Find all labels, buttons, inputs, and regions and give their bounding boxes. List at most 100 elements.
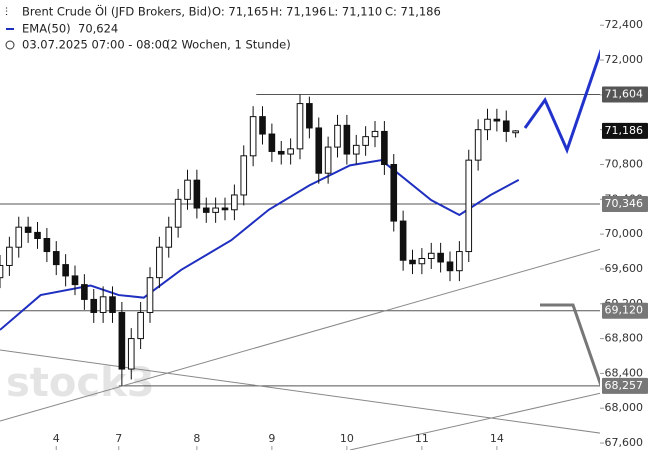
candle-body (212, 207, 219, 213)
level-box (602, 377, 648, 394)
candle-body (287, 148, 294, 155)
candle-body (334, 124, 341, 148)
candle-body (512, 130, 519, 134)
candle-body (146, 277, 154, 313)
candle-body (71, 275, 79, 286)
candle-body (437, 252, 444, 263)
x-tick-label: 11 (415, 432, 429, 445)
candle-body (493, 118, 501, 122)
x-tick-label: 10 (340, 432, 354, 445)
candle-body (427, 252, 435, 260)
candle-body (249, 116, 257, 157)
x-tick-label: 8 (193, 432, 200, 445)
candle-body (324, 146, 332, 174)
candle-body (6, 246, 13, 266)
candle-body (371, 130, 379, 138)
quote: O: 71,165 (212, 5, 269, 19)
candle-body (502, 120, 510, 132)
y-tick-label: 69,600 (605, 262, 644, 275)
trend-line (0, 234, 650, 422)
x-tick-label: 7 (115, 432, 122, 445)
candle-body (174, 198, 182, 228)
candle-body (202, 207, 210, 213)
y-tick-label: 68,400 (605, 366, 644, 379)
candle-body (277, 150, 285, 155)
y-tick-label: 68,800 (605, 332, 644, 345)
candle-body (43, 237, 51, 253)
candle-body (90, 298, 98, 313)
interval: (2 Wochen, 1 Stunde) (166, 38, 291, 52)
candle-body (446, 261, 454, 272)
candle-body (484, 118, 491, 131)
level-box (602, 196, 648, 213)
candle-body (193, 179, 201, 209)
quote: L: 71,110 (328, 5, 382, 19)
ema-line (0, 159, 520, 331)
forecast-up (523, 32, 609, 155)
candle-body (306, 103, 313, 129)
candle-body (156, 246, 163, 279)
candle-body (418, 258, 426, 265)
candle-body (456, 251, 463, 272)
quote: H: 71,196 (270, 5, 326, 19)
y-tick-label: 72,400 (605, 18, 644, 31)
candle-body (399, 220, 407, 261)
x-tick-label: 4 (53, 432, 60, 445)
candle-body (390, 164, 398, 222)
level-label: 69,120 (605, 304, 644, 317)
y-tick-label: 70,800 (605, 158, 644, 171)
title: Brent Crude Öl (JFD Brokers, Bid) (22, 3, 212, 19)
icon: ⫶ (5, 5, 8, 19)
x-tick-label: 9 (268, 432, 275, 445)
level-box (602, 122, 648, 139)
candle-body (352, 144, 360, 155)
x-tick-label: 14 (490, 432, 504, 445)
level-box (602, 302, 648, 319)
candle-body (118, 311, 126, 370)
candle-body (296, 103, 304, 150)
legend-label: EMA(50) (22, 22, 71, 36)
y-tick-label: 72,000 (605, 53, 644, 66)
candle-body (62, 264, 69, 277)
candle-body (184, 179, 191, 200)
candle-body (24, 226, 32, 233)
axis-panel (600, 0, 650, 450)
candle-body (474, 129, 482, 161)
level-label: 71,186 (605, 124, 644, 137)
quote: C: 71,186 (385, 5, 441, 19)
candle-body (315, 127, 323, 174)
candle-body (109, 296, 116, 313)
candle-body (240, 155, 248, 196)
legend-value: 70,624 (78, 22, 118, 36)
candle-body (231, 194, 238, 211)
candle-body (221, 207, 229, 211)
candle-body (137, 311, 144, 340)
candle-body (409, 259, 416, 265)
clock-icon (5, 40, 15, 50)
candle-body (343, 124, 351, 155)
candle-body (15, 226, 23, 248)
period: 03.07.2025 07:00 - 08:00 (22, 38, 169, 52)
trend-line (0, 349, 650, 441)
level-label: 71,604 (605, 88, 644, 101)
candle-body (362, 136, 369, 146)
candle-body (34, 231, 41, 239)
level-box (602, 86, 648, 103)
y-tick-label: 68,000 (605, 401, 644, 414)
candle-body (52, 251, 60, 266)
candle-body (81, 284, 88, 300)
header: ⫶ Brent Crude Öl (JFD Brokers, Bid) O: 7… (5, 3, 441, 52)
level-label: 68,257 (605, 379, 644, 392)
y-tick-label: 70,000 (605, 227, 644, 240)
candle-body (165, 226, 173, 248)
candle-body (381, 130, 388, 166)
y-tick-label: 67,600 (605, 436, 644, 449)
candle-body (127, 338, 135, 370)
candle-body (0, 264, 4, 279)
candle-body (465, 159, 473, 253)
level-label: 70,346 (605, 197, 644, 210)
candle-body (99, 296, 107, 313)
candle-body (259, 116, 266, 135)
candle-body (268, 133, 276, 152)
